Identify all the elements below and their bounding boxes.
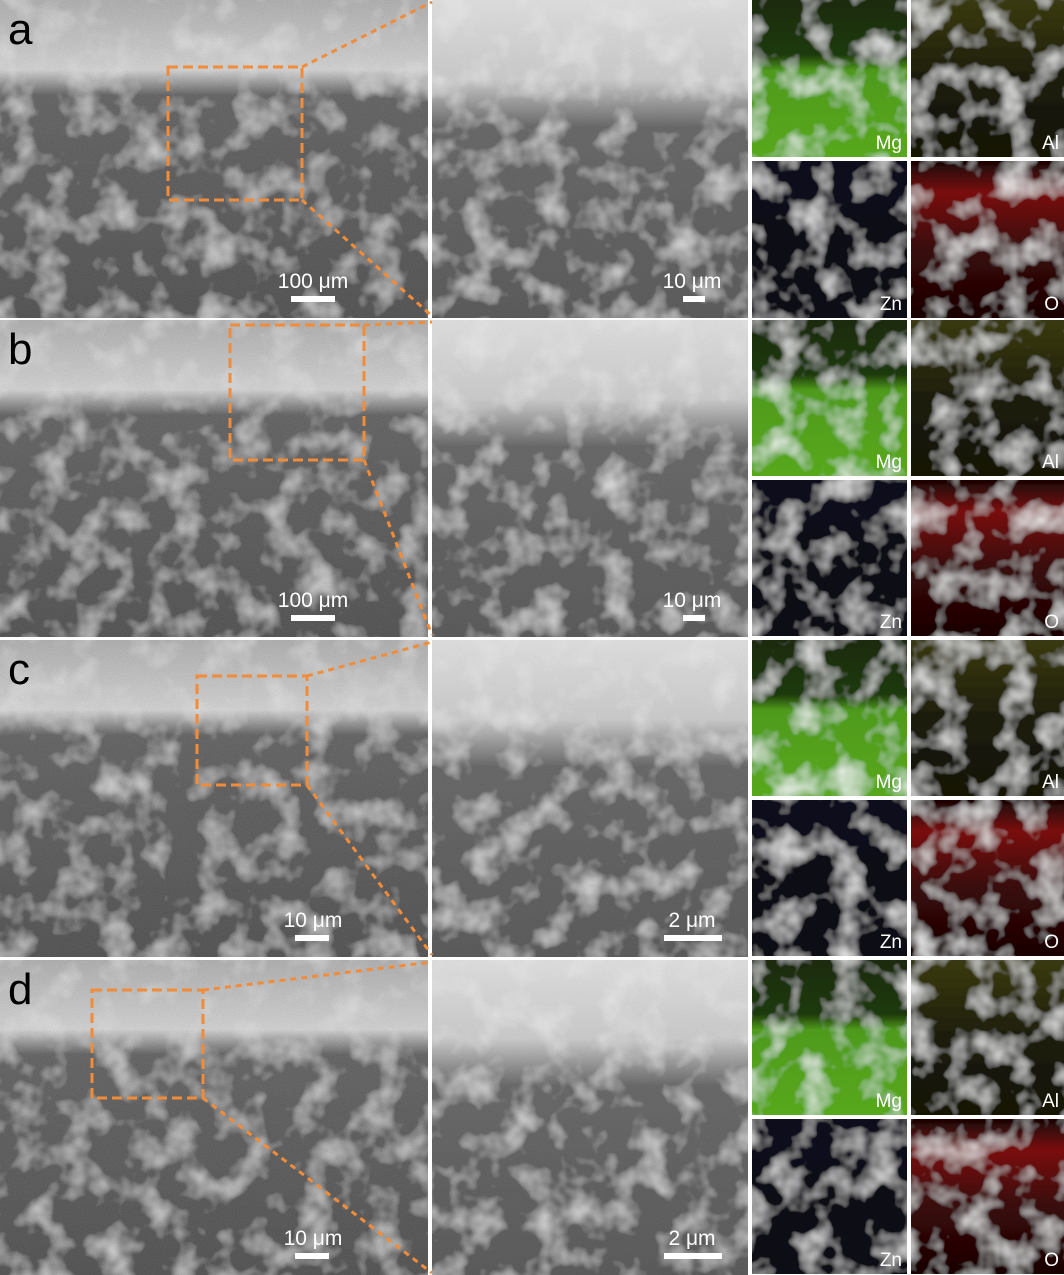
eds-element-label: O [1044, 612, 1059, 633]
eds-element-label: O [1044, 932, 1059, 953]
scale-bar-label: 2 μm [668, 1227, 715, 1250]
panel-label: b [8, 325, 32, 374]
panel-label: d [8, 965, 32, 1014]
scale-bar-label: 100 μm [278, 270, 348, 293]
figure: a 100 μm 10 μm Mg Al Zn Ob 100 μm 10 μm Mg Al Zn Oc 1… [0, 0, 1064, 1275]
eds-map [911, 480, 1064, 636]
eds-map [911, 800, 1064, 956]
eds-element-label: O [1044, 294, 1059, 315]
eds-element-label: Mg [876, 772, 902, 793]
eds-element-label: Mg [876, 133, 902, 154]
eds-element-label: Mg [876, 452, 902, 473]
panel-row: d 10 μm 2 μm Mg Al Zn O [0, 960, 1064, 1275]
scale-bar [291, 296, 335, 302]
scale-bar [295, 1253, 329, 1259]
scale-bar [664, 1253, 722, 1259]
eds-element-label: Al [1042, 452, 1059, 473]
panel-label: a [8, 5, 33, 54]
eds-map [911, 640, 1064, 796]
scale-bar-label: 2 μm [668, 909, 715, 932]
eds-element-label: Zn [880, 932, 902, 953]
scale-bar-label: 10 μm [284, 909, 343, 932]
scale-bar [683, 296, 705, 302]
eds-map [911, 0, 1064, 157]
panel-row: c 10 μm 2 μm Mg Al Zn O [0, 640, 1064, 957]
sem-overview-texture [0, 0, 428, 318]
scale-bar [295, 935, 329, 941]
eds-map [911, 161, 1064, 318]
eds-element-label: Zn [880, 1250, 902, 1271]
scale-bar [664, 935, 722, 941]
eds-element-label: Zn [880, 294, 902, 315]
eds-element-label: Al [1042, 772, 1059, 793]
panel-row: a 100 μm 10 μm Mg Al Zn O [0, 0, 1064, 318]
scale-bar-label: 10 μm [663, 270, 722, 293]
panel-row: b 100 μm 10 μm Mg Al Zn O [0, 320, 1064, 637]
scale-bar-label: 10 μm [663, 589, 722, 612]
sem-overview-texture [0, 960, 428, 1275]
eds-map [911, 320, 1064, 476]
eds-element-label: Al [1042, 133, 1059, 154]
eds-element-label: Al [1042, 1091, 1059, 1112]
eds-map [911, 1119, 1064, 1274]
eds-element-label: O [1044, 1250, 1059, 1271]
sem-overview-texture [0, 320, 428, 637]
eds-element-label: Mg [876, 1091, 902, 1112]
scale-bar [683, 615, 705, 621]
eds-element-label: Zn [880, 612, 902, 633]
sem-overview-texture [0, 640, 428, 957]
scale-bar [291, 615, 335, 621]
scale-bar-label: 100 μm [278, 589, 348, 612]
panel-label: c [8, 645, 30, 694]
scale-bar-label: 10 μm [284, 1227, 343, 1250]
eds-map [911, 960, 1064, 1115]
